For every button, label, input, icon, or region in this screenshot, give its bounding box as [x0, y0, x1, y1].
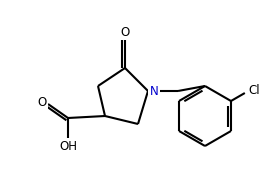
Text: O: O — [37, 95, 47, 108]
Text: Cl: Cl — [248, 84, 260, 97]
Text: OH: OH — [59, 140, 77, 153]
Text: N: N — [150, 84, 158, 97]
Text: O: O — [120, 25, 130, 39]
